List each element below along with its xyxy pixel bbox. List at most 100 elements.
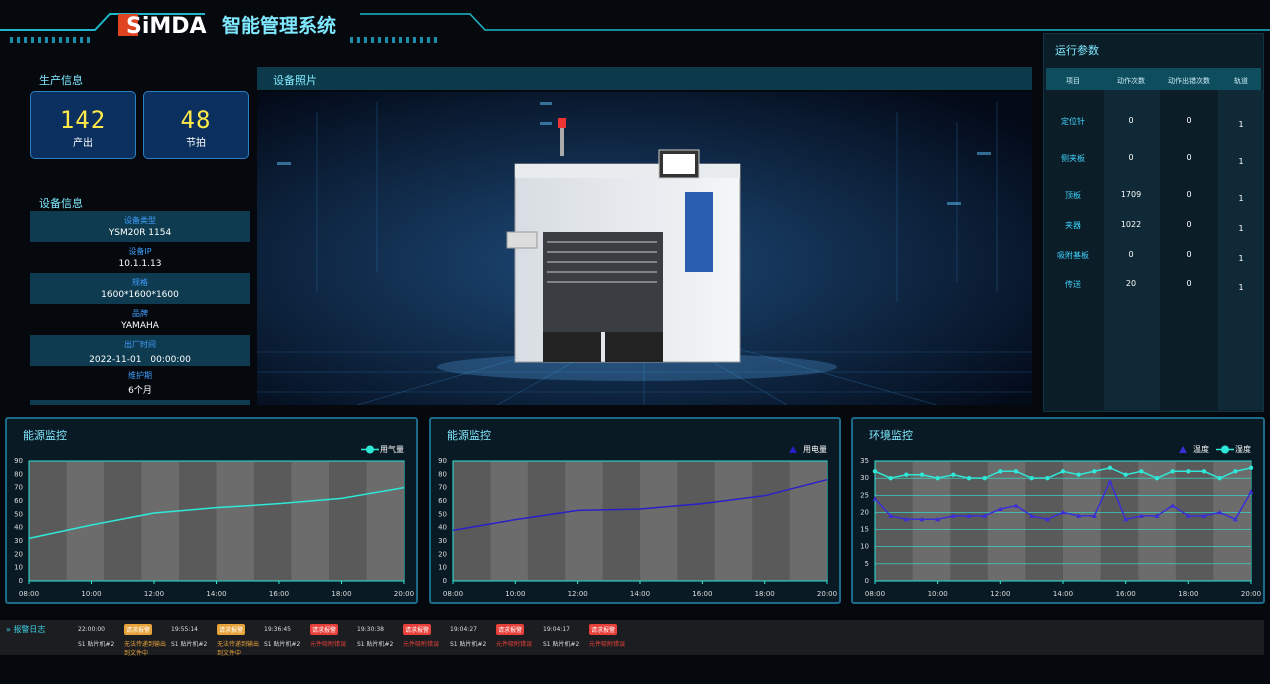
plot-stripe [912,462,951,580]
data-point [966,513,972,518]
data-point [1123,472,1128,477]
table-cell: 20 [1125,279,1137,288]
data-point [1076,472,1081,477]
y-tick-label: 90 [438,457,447,465]
column-shade [1218,90,1263,410]
y-tick-label: 80 [14,470,23,478]
table-cell: 0 [1186,116,1192,125]
table-cell: 0 [1186,250,1192,259]
info-value: YSM20R 1154 [108,228,172,238]
log-device: S1 贴片机#2 [264,641,301,648]
log-time: 19:55:14 [171,626,198,633]
data-point [919,472,925,477]
legend-label: 用气量 [380,444,404,454]
data-point [1138,513,1144,518]
y-tick-label: 10 [860,543,869,551]
log-message: 元件吸附错误 [403,641,440,648]
y-tick-label: 80 [438,470,447,478]
x-tick-label: 14:00 [206,590,226,598]
table-cell: 0 [1186,190,1192,199]
log-message: 元件吸附错误 [589,641,626,648]
data-point [1044,516,1050,522]
stat-label: 产出 [73,138,93,149]
log-time: 19:04:27 [450,626,477,633]
info-row: 出厂时间 2022-11-01 00:00:00 [30,335,250,366]
data-point [903,516,909,522]
info-value: YAMAHA [121,321,159,331]
data-point [1060,469,1066,474]
divider [30,400,250,405]
log-tag: 请求报警 [589,624,618,635]
data-point [935,516,941,522]
data-point [982,475,987,481]
chart-panel: 能源监控 0 10 20 30 40 50 60 70 80 90 08:00 10:00 12:00 14… [5,417,418,604]
column-shade [1104,90,1160,410]
log-device: S1 贴片机#2 [357,641,394,648]
data-point [872,496,878,501]
log-tag: 请求报警 [124,624,153,635]
log-message: 无法传递到输出到文件中 [217,641,260,657]
data-point [1154,475,1160,481]
data-point [1013,503,1019,508]
log-tag: 请求报警 [217,624,246,635]
log-device: S1 贴片机#2 [171,641,208,648]
data-point [1060,509,1066,515]
table-header-cell: 动作出错次数 [1168,77,1210,85]
data-point [1170,503,1176,508]
data-point [1092,469,1097,474]
plot-stripe [987,462,1026,580]
section-title: 生产信息 [39,74,83,87]
chart: 环境监控 0 5 10 15 20 25 30 35 08:00 10:00 12:00 14:00 16… [860,428,1261,598]
log-device: S1 贴片机#2 [543,641,580,648]
data-point [935,475,940,481]
section-title: 设备照片 [273,74,317,87]
legend-marker [789,446,797,453]
y-tick-label: 60 [438,497,447,505]
table-cell: 夹器 [1065,221,1081,230]
data-point [1107,479,1113,484]
y-tick-label: 40 [438,524,447,532]
x-tick-label: 12:00 [568,590,588,598]
info-value: 6个月 [128,386,152,396]
y-tick-label: 50 [14,510,23,518]
table-cell: 0 [1186,220,1192,229]
table-header-cell: 轨道 [1234,77,1248,85]
table-cell: 0 [1128,250,1134,259]
y-tick-label: 35 [860,457,869,465]
y-tick-label: 40 [14,524,23,532]
data-point [951,472,956,477]
x-tick-label: 08:00 [443,590,463,598]
y-tick-label: 70 [438,484,447,492]
x-tick-label: 16:00 [692,590,712,598]
x-tick-label: 12:00 [990,590,1010,598]
table-cell: 1709 [1120,190,1142,199]
data-point [1232,516,1238,522]
data-point [1045,475,1050,481]
chart-panel: 能源监控 0 10 20 30 40 50 60 70 80 90 08:00 10:00 12:00 14… [429,417,841,604]
plot-stripe [66,462,104,580]
data-point [1186,469,1191,474]
plot-stripe [291,462,329,580]
data-point [1170,469,1175,474]
y-tick-label: 20 [14,550,23,558]
plot-stripe [1063,462,1101,580]
y-tick-label: 10 [14,564,23,572]
data-point [904,472,909,477]
log-time: 22:00:00 [78,626,105,633]
y-tick-label: 30 [438,537,447,545]
plot-stripe [640,462,678,580]
stat-label: 节拍 [186,138,206,149]
y-tick-label: 5 [865,560,869,568]
x-tick-label: 20:00 [817,590,837,598]
info-value: 2022-11-01 00:00:00 [89,355,191,365]
y-tick-label: 60 [14,497,23,505]
chart: 能源监控 0 10 20 30 40 50 60 70 80 90 08:00 10:00 12:00 14… [14,428,414,598]
x-tick-label: 10:00 [505,590,525,598]
chart-title: 环境监控 [869,428,913,442]
data-point [966,475,972,481]
info-row: 设备IP 10.1.1.13 [30,242,250,273]
header-decor: SiMDA 智能管理系统 [0,13,1270,43]
data-point [888,475,893,481]
data-point [997,506,1003,511]
